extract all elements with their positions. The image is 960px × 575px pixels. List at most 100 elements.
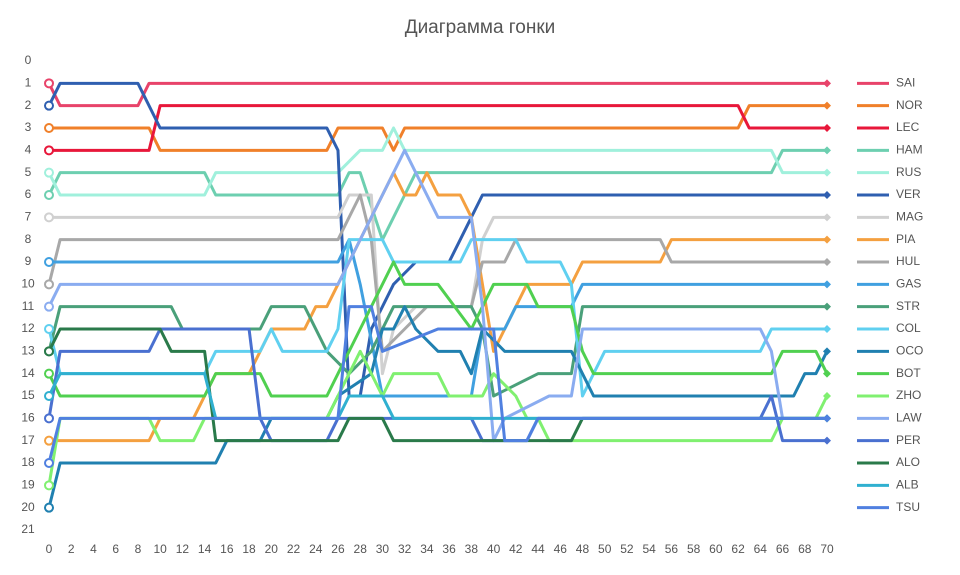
x-tick-label: 40 [487, 542, 501, 556]
series-line [47, 148, 827, 443]
x-tick-label: 64 [754, 542, 768, 556]
y-tick-label: 18 [21, 455, 35, 469]
x-tick-label: 52 [620, 542, 634, 556]
x-tick-label: 36 [442, 542, 456, 556]
y-tick-label: 6 [25, 187, 32, 201]
end-marker [823, 146, 831, 155]
legend-label: HUL [896, 254, 920, 268]
x-tick-label: 70 [820, 542, 834, 556]
end-marker [823, 213, 831, 222]
start-marker [44, 458, 54, 468]
y-tick-label: 9 [25, 254, 32, 268]
y-tick-label: 16 [21, 411, 35, 425]
start-marker [44, 368, 54, 379]
end-marker [823, 280, 831, 289]
legend-label: LEC [896, 120, 920, 134]
legend-label: TSU [896, 500, 920, 514]
y-tick-label: 10 [21, 277, 35, 291]
x-tick-label: 60 [709, 542, 723, 556]
x-tick-label: 6 [112, 542, 119, 556]
start-marker [44, 502, 54, 513]
end-marker [823, 392, 831, 400]
legend-label: COL [896, 321, 921, 335]
end-marker [823, 325, 831, 333]
start-marker [44, 413, 54, 424]
x-tick-label: 58 [687, 542, 701, 556]
start-marker [44, 212, 54, 223]
y-tick-label: 21 [21, 522, 35, 536]
start-marker [44, 167, 54, 178]
chart-title: Диаграмма гонки [405, 17, 556, 38]
x-tick-label: 48 [576, 542, 590, 556]
x-tick-label: 50 [598, 542, 612, 556]
legend-label: GAS [896, 277, 921, 291]
x-tick-label: 66 [776, 542, 790, 556]
y-tick-label: 7 [25, 210, 32, 224]
y-tick-label: 0 [25, 53, 32, 67]
x-tick-label: 4 [90, 542, 97, 556]
x-tick-label: 2 [68, 542, 75, 556]
legend-label: OCO [896, 344, 923, 358]
end-marker [823, 168, 831, 177]
legend-label: VER [896, 187, 921, 201]
y-tick-label: 15 [21, 388, 35, 402]
x-tick-label: 28 [354, 542, 368, 556]
end-marker [823, 414, 831, 423]
y-tick-label: 4 [25, 143, 32, 157]
x-tick-label: 16 [220, 542, 234, 556]
y-tick-label: 12 [21, 321, 35, 335]
end-marker [823, 436, 831, 445]
start-marker [44, 346, 54, 357]
end-marker [823, 235, 831, 244]
start-marker [44, 435, 54, 446]
series-line [49, 104, 827, 152]
series-line [47, 305, 827, 398]
legend-label: ALO [896, 455, 920, 469]
end-marker [823, 258, 831, 266]
start-marker [44, 145, 54, 156]
legend-label: ZHO [896, 388, 921, 402]
start-marker [44, 480, 54, 491]
start-marker [44, 100, 54, 111]
x-tick-label: 20 [265, 542, 279, 556]
end-marker [823, 124, 831, 132]
legend-label: NOR [896, 98, 923, 112]
y-tick-label: 5 [25, 165, 32, 179]
x-tick-label: 46 [554, 542, 568, 556]
start-marker [44, 190, 54, 200]
x-tick-label: 62 [731, 542, 745, 556]
end-marker [823, 79, 831, 88]
x-tick-label: 10 [153, 542, 167, 556]
end-marker [823, 369, 831, 378]
x-tick-label: 12 [176, 542, 190, 556]
start-marker [44, 257, 54, 267]
x-tick-label: 42 [509, 542, 523, 556]
legend-label: RUS [896, 165, 921, 179]
end-marker [823, 191, 831, 199]
legend-label: ALB [896, 478, 919, 492]
legend-label: BOT [896, 366, 921, 380]
legend-label: PIA [896, 232, 915, 246]
x-tick-label: 44 [531, 542, 545, 556]
series-line [47, 126, 827, 197]
x-tick-label: 18 [242, 542, 256, 556]
x-tick-label: 30 [376, 542, 390, 556]
legend-label: HAM [896, 143, 923, 157]
y-tick-label: 13 [21, 344, 35, 358]
start-marker [44, 324, 54, 334]
legend-label: PER [896, 433, 921, 447]
y-tick-label: 19 [21, 478, 35, 492]
series-line [47, 193, 827, 353]
x-tick-label: 32 [398, 542, 412, 556]
x-tick-label: 26 [331, 542, 345, 556]
start-marker [44, 391, 54, 401]
x-tick-label: 24 [309, 542, 323, 556]
y-tick-label: 11 [22, 299, 35, 313]
x-tick-label: 0 [46, 542, 53, 556]
end-marker [823, 347, 831, 356]
y-tick-label: 2 [25, 98, 32, 112]
x-tick-label: 14 [198, 542, 212, 556]
x-tick-label: 8 [135, 542, 142, 556]
